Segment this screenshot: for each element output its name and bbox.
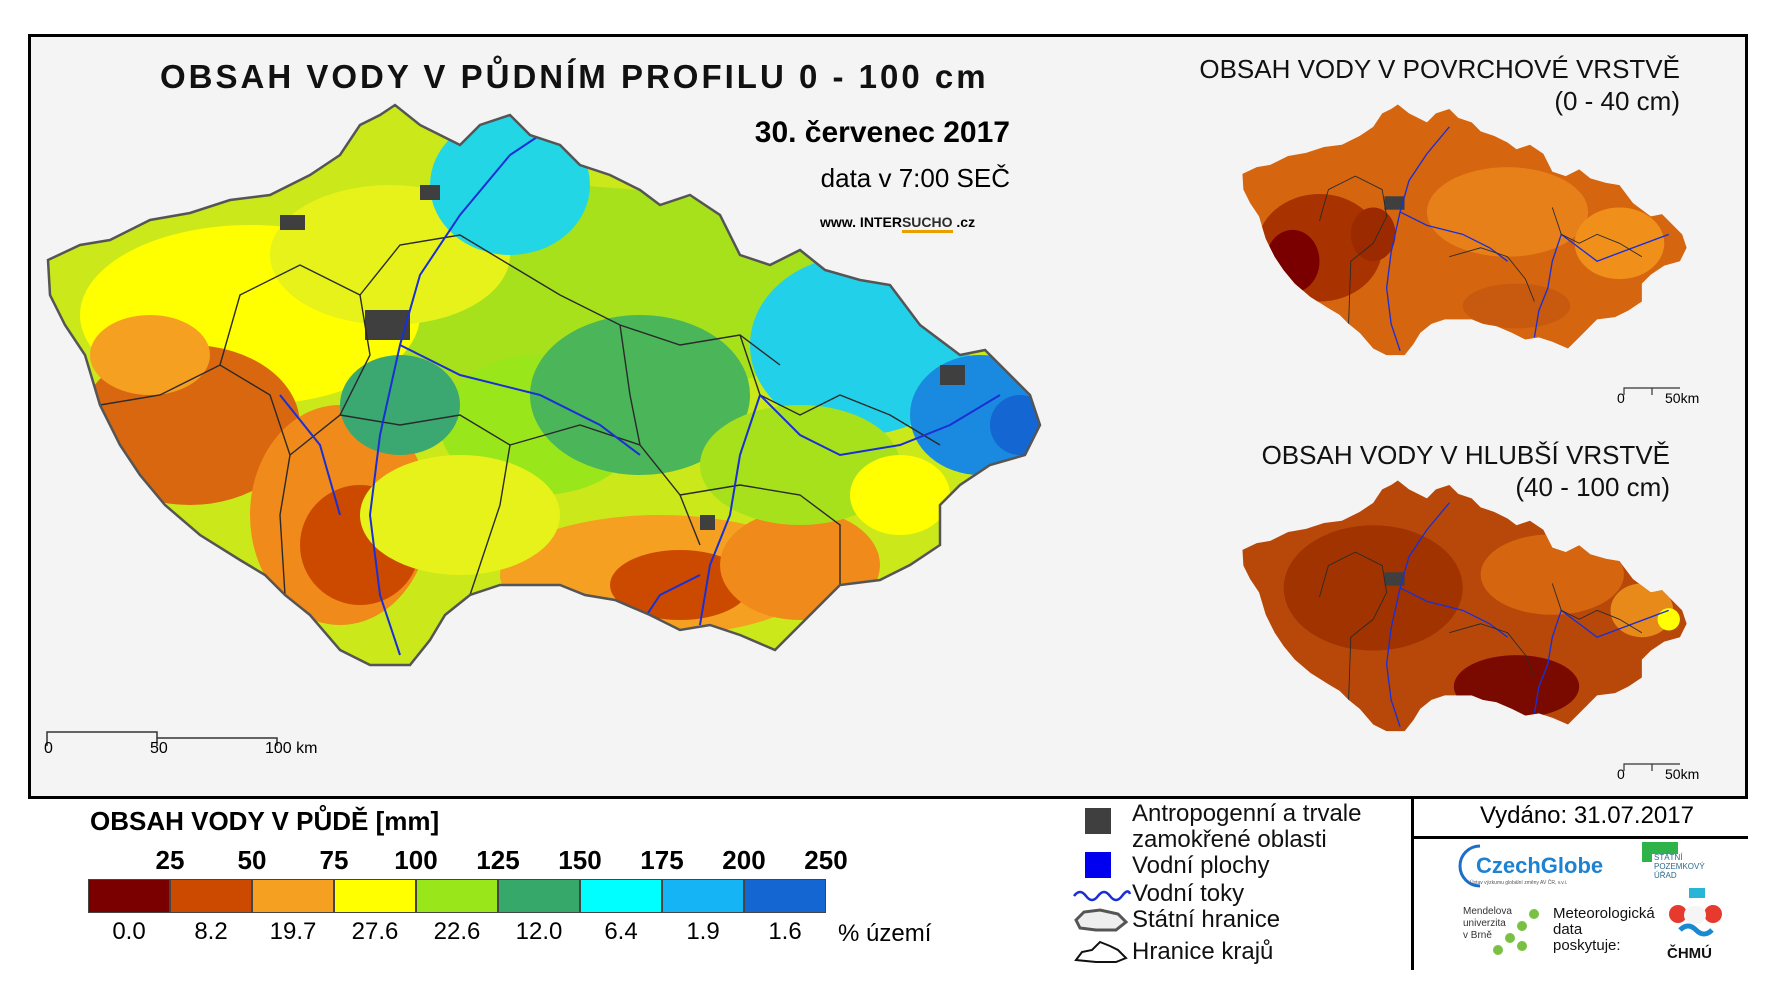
legend-swatch bbox=[580, 879, 662, 913]
inset-deep-scale-50: 50km bbox=[1665, 766, 1700, 782]
state-border-icon bbox=[1074, 908, 1128, 932]
water-area-label: Vodní plochy bbox=[1132, 852, 1270, 879]
inset-surface-subtitle: (0 - 40 cm) bbox=[1554, 86, 1680, 116]
legend-class-upper: 250 bbox=[804, 845, 848, 875]
legend-class-upper: 25 bbox=[155, 845, 185, 875]
legend-swatch bbox=[252, 879, 334, 913]
legend-class-upper: 175 bbox=[640, 845, 684, 875]
issued-divider bbox=[1411, 836, 1748, 839]
inset-surface-scalebar bbox=[1623, 387, 1680, 395]
state-border-label: Státní hranice bbox=[1132, 906, 1281, 933]
legend-divider bbox=[1411, 796, 1414, 970]
inset-surface-map bbox=[1242, 104, 1687, 356]
issued-date: Vydáno: 31.07.2017 bbox=[1480, 802, 1694, 829]
anthropogenic-swatch bbox=[1085, 808, 1111, 834]
legend-swatch bbox=[416, 879, 498, 913]
legend-title: OBSAH VODY V PŮDĚ [mm] bbox=[90, 806, 440, 836]
meteo-provider-text: Meteorologická data poskytuje: bbox=[1553, 905, 1655, 954]
legend-class-share: 1.6 bbox=[768, 918, 802, 945]
main-map-date: 30. červenec 2017 bbox=[754, 116, 1010, 149]
inset-deep-map bbox=[1242, 480, 1687, 732]
legend-class-share: 8.2 bbox=[194, 918, 228, 945]
river-icon bbox=[1073, 890, 1132, 902]
legend-class-share: 1.9 bbox=[686, 918, 720, 945]
main-map bbox=[46, 103, 1042, 667]
inset-deep-scale-0: 0 bbox=[1617, 766, 1625, 782]
anthropogenic-label-1: Antropogenní a trvale bbox=[1132, 800, 1362, 827]
czechglobe-logo[interactable] bbox=[1455, 840, 1615, 890]
main-map-time: data v 7:00 SEČ bbox=[820, 163, 1010, 193]
legend-unit-label: % území bbox=[838, 920, 932, 947]
mendelu-dots-icon bbox=[1493, 909, 1539, 955]
legend-class-share: 22.6 bbox=[433, 918, 481, 945]
water-area-swatch bbox=[1085, 852, 1111, 878]
scalebar-100: 100 km bbox=[265, 740, 318, 757]
czechglobe-name: CzechGlobe bbox=[1476, 853, 1604, 878]
website-url[interactable]: www. INTERSUCHO .cz bbox=[820, 214, 975, 233]
legend-swatch bbox=[662, 879, 744, 913]
legend-class-upper: 100 bbox=[394, 845, 438, 875]
region-border-icon bbox=[1074, 940, 1128, 963]
legend-class-share: 12.0 bbox=[515, 918, 563, 945]
czechglobe-subtitle: Ústav výzkumu globální změny AV ČR, v.v.… bbox=[1470, 880, 1568, 886]
inset-surface-scale-50: 50km bbox=[1665, 390, 1700, 406]
scalebar-0: 0 bbox=[44, 740, 53, 757]
inset-surface-title: OBSAH VODY V POVRCHOVÉ VRSTVĚ bbox=[1199, 54, 1680, 84]
legend-swatch bbox=[170, 879, 252, 913]
legend-class-upper: 50 bbox=[237, 845, 267, 875]
main-map-title: OBSAH VODY V PŮDNÍM PROFILU 0 - 100 cm bbox=[160, 58, 989, 95]
legend-swatch bbox=[88, 879, 170, 913]
legend-class-upper: 150 bbox=[558, 845, 602, 875]
inset-deep-scalebar bbox=[1623, 763, 1680, 771]
mendelu-logo-text[interactable]: Mendelova univerzita v Brně bbox=[1463, 906, 1512, 941]
legend-swatch bbox=[498, 879, 580, 913]
chmu-label: ČHMÚ bbox=[1667, 945, 1712, 962]
chmu-logo-bar bbox=[1689, 888, 1705, 898]
legend-class-share: 19.7 bbox=[269, 918, 317, 945]
spu-logo-bar-side bbox=[1642, 842, 1652, 862]
legend-class-upper: 200 bbox=[722, 845, 766, 875]
legend-class-share: 6.4 bbox=[604, 918, 638, 945]
legend-class-upper: 125 bbox=[476, 845, 520, 875]
region-border-label: Hranice krajů bbox=[1132, 938, 1274, 965]
scalebar-50: 50 bbox=[150, 740, 168, 757]
inset-deep-subtitle: (40 - 100 cm) bbox=[1515, 472, 1670, 502]
legend-class-share: 0.0 bbox=[112, 918, 146, 945]
river-label: Vodní toky bbox=[1132, 880, 1245, 907]
inset-deep-title: OBSAH VODY V HLUBŠÍ VRSTVĚ bbox=[1261, 440, 1670, 470]
spu-logo-text: STÁTNÍ POZEMKOVÝ ÚŘAD bbox=[1654, 853, 1705, 880]
legend-class-share: 27.6 bbox=[351, 918, 399, 945]
legend-swatch bbox=[744, 879, 826, 913]
legend-swatch bbox=[334, 879, 416, 913]
anthropogenic-label-2: zamokřené oblasti bbox=[1132, 826, 1327, 853]
chmu-logo-icon[interactable] bbox=[1666, 900, 1726, 946]
main-scalebar bbox=[46, 731, 278, 746]
legend-class-upper: 75 bbox=[319, 845, 349, 875]
inset-surface-scale-0: 0 bbox=[1617, 390, 1625, 406]
